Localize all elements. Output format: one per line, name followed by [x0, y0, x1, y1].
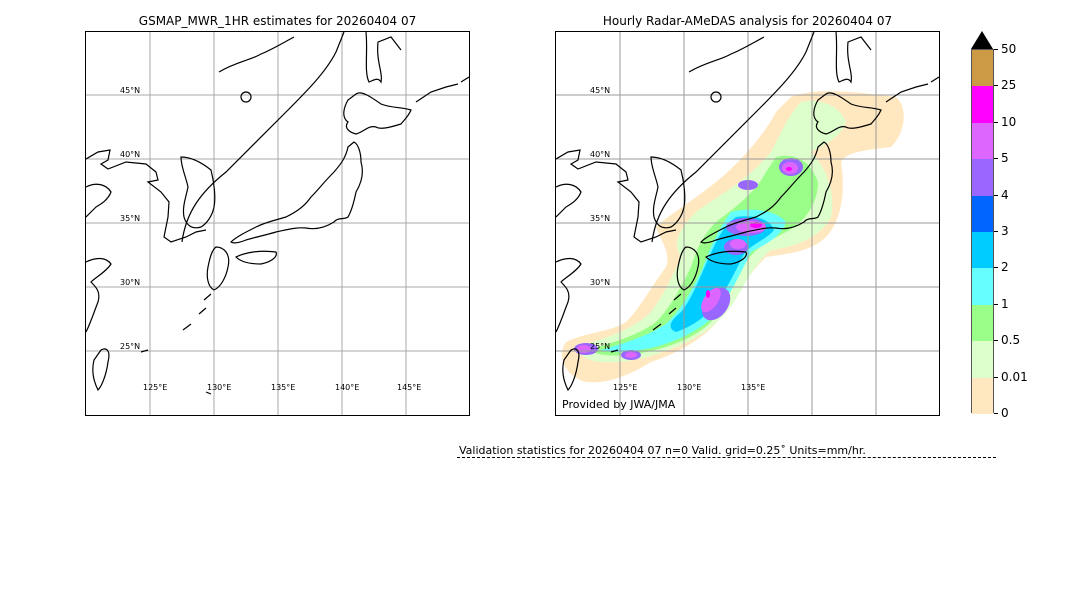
lat-label-40: 40°N	[120, 150, 141, 159]
colorbar-seg-0-0.01	[972, 377, 993, 414]
left-map: 45°N 40°N 35°N 30°N 25°N 125°E 130°E 135…	[85, 31, 470, 416]
colorbar-tick-50: 50	[994, 42, 1016, 56]
right-map: 45°N 40°N 35°N 30°N 25°N 125°E 130°E 135…	[555, 31, 940, 416]
lon-label-130: 130°E	[207, 383, 232, 392]
coastlines	[556, 32, 939, 392]
colorbar-seg-10-25	[972, 86, 993, 123]
lat-label-45: 45°N	[120, 86, 141, 95]
lon-label-135: 135°E	[271, 383, 296, 392]
colorbar-tick-0: 0	[994, 406, 1009, 420]
colorbar-tick-1: 1	[994, 297, 1009, 311]
gridlines	[556, 32, 939, 415]
left-map-title: GSMAP_MWR_1HR estimates for 20260404 07	[138, 14, 417, 28]
colorbar-tick-3: 3	[994, 224, 1009, 238]
colorbar-tick-10: 10	[994, 115, 1016, 129]
lat-label-40: 40°N	[590, 150, 611, 159]
colorbar-seg-4-5	[972, 159, 993, 196]
colorbar-seg-2-3	[972, 232, 993, 269]
lon-label-130: 130°E	[677, 383, 702, 392]
lat-label-45: 45°N	[590, 86, 611, 95]
colorbar-tick-4: 4	[994, 188, 1009, 202]
right-map-graphic	[556, 32, 939, 415]
colorbar-seg-1-2	[972, 268, 993, 305]
lat-label-25: 25°N	[590, 342, 611, 351]
right-map-title: Hourly Radar-AMeDAS analysis for 2026040…	[602, 14, 893, 28]
lon-label-140: 140°E	[335, 383, 360, 392]
colorbar-seg-3-4	[972, 195, 993, 232]
lat-label-35: 35°N	[120, 214, 141, 223]
lon-label-135: 135°E	[741, 383, 766, 392]
lon-label-125: 125°E	[143, 383, 168, 392]
colorbar-seg-0.5-1	[972, 304, 993, 342]
data-credit: Provided by JWA/JMA	[562, 398, 676, 411]
colorbar-tick-2: 2	[994, 260, 1009, 274]
coastlines	[86, 32, 469, 395]
colorbar-tick-0.5: 0.5	[994, 333, 1020, 347]
gridlines	[86, 32, 469, 415]
colorbar-seg-0.01-0.5	[972, 341, 993, 378]
lat-label-30: 30°N	[120, 278, 141, 287]
colorbar-seg-25-50	[972, 50, 993, 87]
lat-label-30: 30°N	[590, 278, 611, 287]
colorbar-tick-0.01: 0.01	[994, 370, 1028, 384]
lon-label-125: 125°E	[613, 383, 638, 392]
validation-statistics: Validation statistics for 20260404 07 n=…	[459, 444, 866, 457]
lat-label-35: 35°N	[590, 214, 611, 223]
lat-label-25: 25°N	[120, 342, 141, 351]
colorbar-extend-arrow	[971, 31, 993, 49]
colorbar-seg-5-10	[972, 122, 993, 160]
left-map-graphic	[86, 32, 469, 415]
colorbar-tick-25: 25	[994, 78, 1016, 92]
lon-label-145: 145°E	[397, 383, 422, 392]
stats-divider	[457, 457, 996, 458]
colorbar	[971, 49, 994, 414]
colorbar-tick-5: 5	[994, 151, 1009, 165]
